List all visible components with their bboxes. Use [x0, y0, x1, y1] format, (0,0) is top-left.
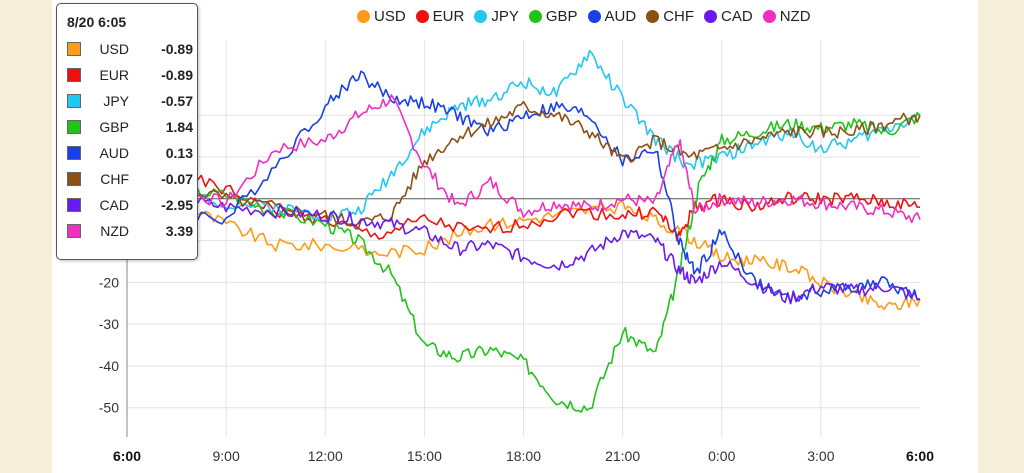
- tooltip-row-usd: USD -0.89: [57, 36, 197, 62]
- hover-tooltip: 8/20 6:05 USD -0.89 EUR -0.89 JPY -0.57 GBP…: [56, 3, 198, 260]
- tooltip-row-aud: AUD 0.13: [57, 140, 197, 166]
- x-tick-label: 12:00: [308, 448, 343, 464]
- legend-item-cad[interactable]: CAD: [704, 8, 753, 25]
- swatch-icon: [67, 42, 81, 56]
- series-line-nzd[interactable]: [126, 94, 921, 224]
- legend-dot-icon: [528, 10, 542, 23]
- legend-item-usd[interactable]: USD: [357, 8, 406, 25]
- legend-dot-icon: [646, 10, 660, 23]
- legend-dot-icon: [762, 10, 776, 23]
- x-tick-label: 3:00: [807, 448, 834, 464]
- series-line-eur[interactable]: [126, 174, 921, 242]
- chart-panel: 6:00 9:00 12:00 15:00 18:00 21:00 0:00 3:00 6:00…: [52, 0, 978, 473]
- series-lines: [126, 49, 921, 413]
- tooltip-row-eur: EUR -0.89: [57, 62, 197, 88]
- y-tick-label: -40: [99, 358, 119, 374]
- legend-dot-icon: [704, 10, 718, 23]
- x-tick-label: 21:00: [605, 448, 640, 464]
- tooltip-time: 8/20 6:05: [67, 14, 127, 30]
- swatch-icon: [67, 68, 81, 82]
- series-line-jpy[interactable]: [126, 49, 921, 223]
- y-tick-label: -20: [99, 274, 119, 290]
- legend-dot-icon: [357, 10, 370, 23]
- legend-item-gbp[interactable]: GBP: [528, 8, 578, 25]
- swatch-icon: [67, 146, 81, 160]
- x-tick-label: 0:00: [708, 448, 735, 464]
- y-tick-label: -30: [99, 316, 119, 332]
- series-line-cad[interactable]: [126, 191, 920, 305]
- swatch-icon: [67, 94, 81, 108]
- x-tick-label: 6:00: [906, 448, 934, 464]
- swatch-icon: [67, 198, 81, 212]
- legend-item-chf[interactable]: CHF: [646, 8, 694, 25]
- x-tick-label: 18:00: [506, 448, 541, 464]
- tooltip-row-jpy: JPY -0.57: [57, 88, 197, 114]
- tooltip-row-nzd: NZD 3.39: [57, 218, 197, 244]
- tooltip-row-chf: CHF -0.07: [57, 166, 197, 192]
- line-chart: 6:00 9:00 12:00 15:00 18:00 21:00 0:00 3:00 6:00…: [99, 40, 934, 464]
- legend-item-aud[interactable]: AUD: [587, 8, 636, 25]
- tooltip-row-cad: CAD -2.95: [57, 192, 197, 218]
- legend-item-eur[interactable]: EUR: [415, 8, 464, 25]
- series-line-usd[interactable]: [126, 194, 921, 311]
- legend-dot-icon: [587, 10, 601, 23]
- axes: 6:00 9:00 12:00 15:00 18:00 21:00 0:00 3:00 6:00…: [99, 40, 934, 464]
- tooltip-row-gbp: GBP 1.84: [57, 114, 197, 140]
- x-tick-label: 15:00: [407, 448, 442, 464]
- swatch-icon: [67, 120, 81, 134]
- swatch-icon: [67, 172, 81, 186]
- legend-item-jpy[interactable]: JPY: [474, 8, 519, 25]
- series-line-aud[interactable]: [126, 70, 921, 305]
- legend-item-nzd[interactable]: NZD: [762, 8, 811, 25]
- grid: [127, 40, 920, 437]
- legend-dot-icon: [474, 10, 488, 23]
- series-line-chf[interactable]: [126, 100, 921, 230]
- chart-legend: USD EUR JPY GBP AUD CHF CAD NZD: [357, 8, 811, 25]
- y-tick-label: -50: [99, 400, 119, 416]
- x-tick-label: 6:00: [113, 448, 141, 464]
- x-tick-label: 9:00: [213, 448, 240, 464]
- legend-dot-icon: [415, 10, 429, 23]
- swatch-icon: [67, 224, 81, 238]
